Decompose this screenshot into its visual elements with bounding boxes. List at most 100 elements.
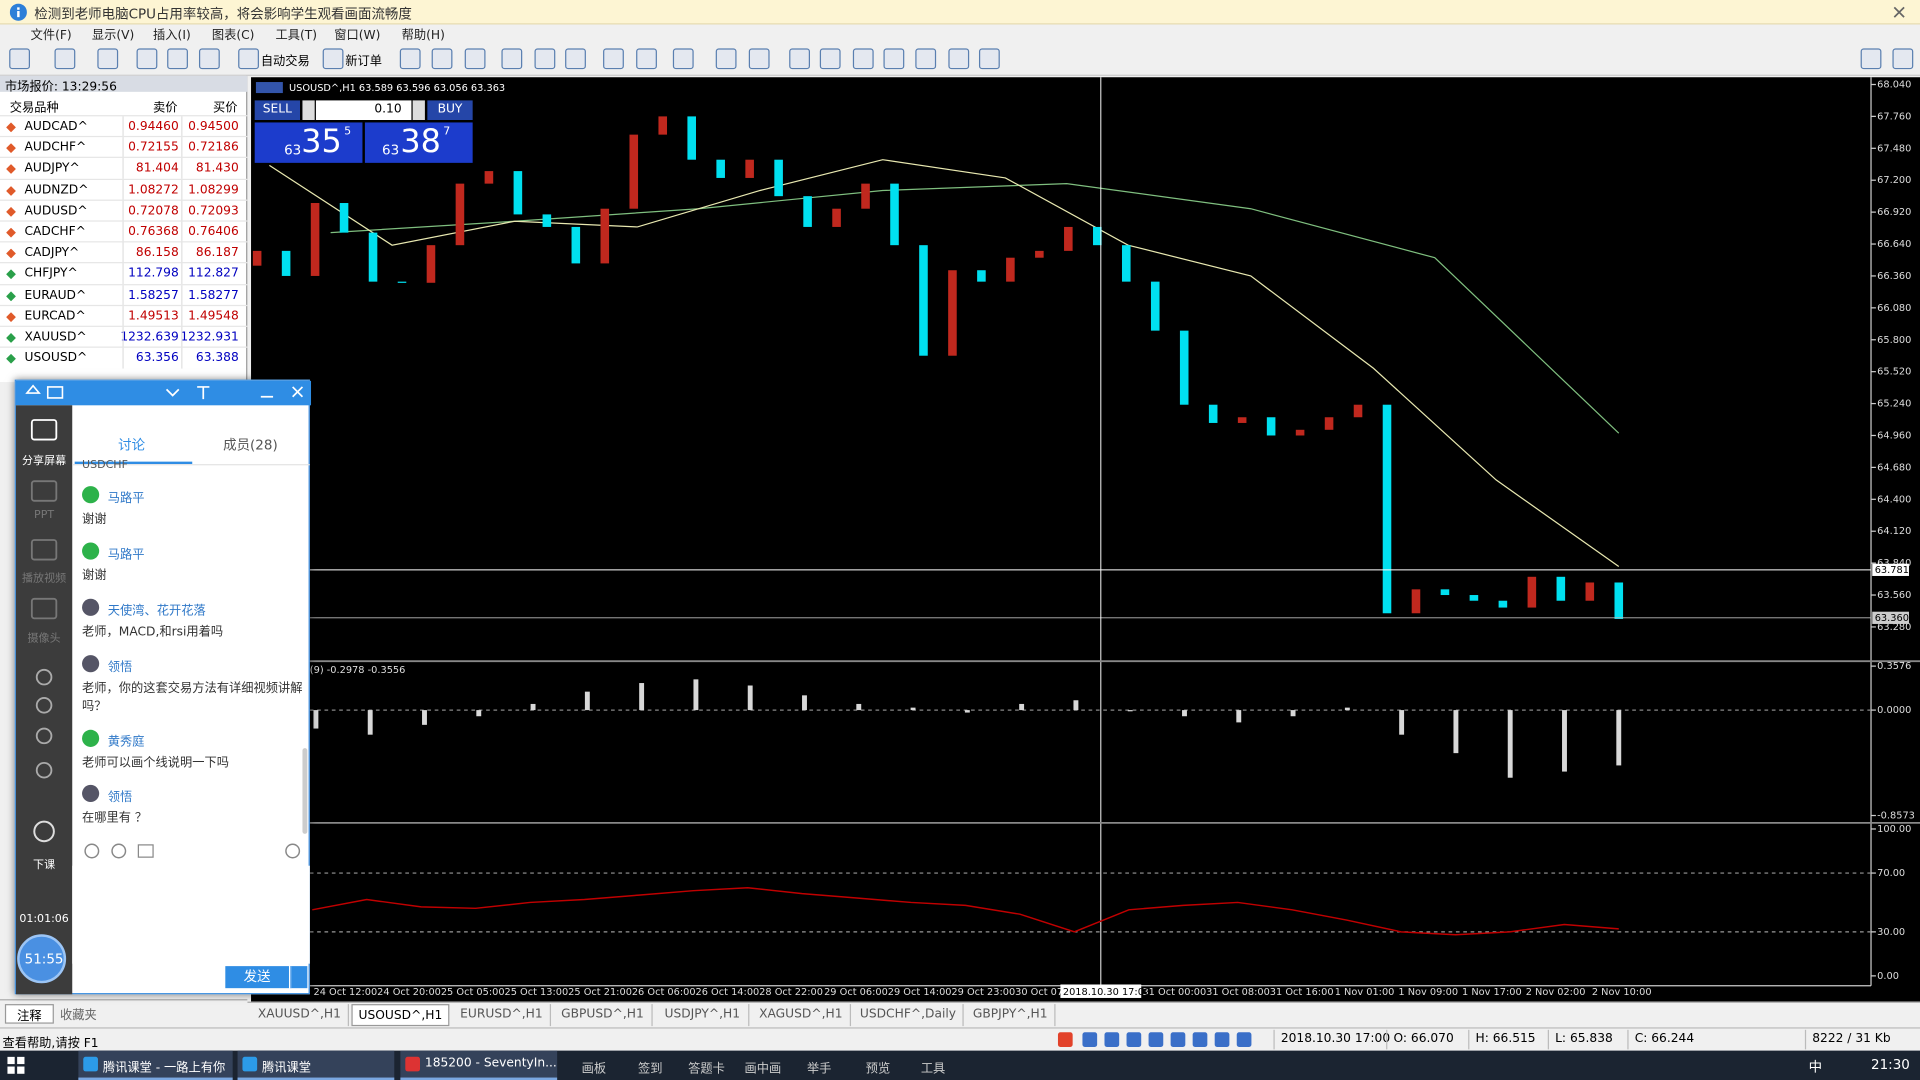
chart-tab[interactable]: XAGUSD^,H1 [752, 1004, 852, 1027]
sidebar-label[interactable]: 下课 [33, 859, 56, 872]
chart-tab[interactable]: USDJPY^,H1 [656, 1004, 750, 1027]
menu-item[interactable]: 工具(T) [275, 29, 318, 43]
lot-input[interactable]: 0.10 [315, 100, 412, 120]
auto-trade-button[interactable]: 自动交易 [260, 55, 310, 69]
direction-icon [6, 164, 16, 175]
chart-tab[interactable]: EURUSD^,H1 [453, 1004, 552, 1027]
direction-icon [6, 290, 16, 301]
taskbar-app[interactable]: 腾讯课堂 - 一路上有你 [78, 1050, 233, 1080]
new-order-button[interactable]: 新订单 [345, 55, 383, 69]
chart-tab[interactable]: XAUUSD^,H1 [251, 1004, 349, 1027]
candle [1150, 281, 1160, 331]
buy-button[interactable]: BUY [427, 100, 473, 120]
taskbar-app[interactable]: 腾讯课堂 [237, 1050, 395, 1080]
chart-tab[interactable]: GBPUSD^,H1 [553, 1004, 653, 1027]
sidebar-label[interactable]: 分享屏幕 [22, 455, 67, 468]
symbol: AUDUSD^ [24, 204, 88, 218]
market-row[interactable]: AUDNZD^ 1.08272 1.08299 [0, 178, 248, 201]
candle [1064, 226, 1073, 251]
macd-bar [910, 707, 916, 711]
chart-tab[interactable]: USOUSD^,H1 [351, 1004, 450, 1027]
sidebar-label[interactable]: 播放视频 [22, 573, 67, 586]
market-row[interactable]: EURCAD^ 1.49513 1.49548 [0, 304, 248, 327]
chart-tab[interactable]: USDCHF^,Daily [853, 1004, 964, 1027]
class-tool[interactable]: 举手 [806, 1062, 832, 1077]
sender-name[interactable]: 黄秀庭 [107, 735, 145, 750]
market-row[interactable]: AUDCHF^ 0.72155 0.72186 [0, 136, 248, 159]
market-row[interactable]: AUDJPY^ 81.404 81.430 [0, 157, 248, 180]
bottom-tab[interactable]: 注释 [4, 1004, 54, 1024]
market-row[interactable]: CADJPY^ 86.158 86.187 [0, 241, 248, 264]
ime-indicator[interactable]: 中 [1808, 1059, 1823, 1076]
class-tool[interactable]: 画中画 [744, 1062, 782, 1077]
menu-item[interactable]: 文件(F) [30, 29, 72, 43]
lot-up[interactable] [412, 100, 425, 120]
start-glyph [17, 1056, 25, 1065]
menu-item[interactable]: 插入(I) [153, 29, 191, 43]
candle [977, 270, 986, 282]
sell-button[interactable]: SELL [254, 100, 300, 120]
market-row[interactable]: AUDUSD^ 0.72078 0.72093 [0, 199, 248, 222]
notice-close[interactable] [1893, 6, 1905, 18]
menu-item[interactable]: 图表(C) [211, 29, 255, 43]
direction-glyph [6, 354, 16, 364]
macd-bar [747, 685, 753, 711]
chat-tab[interactable]: 成员(28) [223, 437, 278, 454]
time-label: 29 Oct 14:00 [888, 987, 952, 998]
bid: 86.158 [135, 246, 179, 260]
chart-background [251, 77, 1920, 1002]
direction-glyph [6, 248, 16, 259]
direction-icon [6, 333, 16, 343]
app-title: 腾讯课堂 - 一路上有你 [102, 1061, 226, 1076]
bottom-tab[interactable]: 收藏夹 [60, 1008, 97, 1023]
candle [339, 203, 349, 233]
sidebar-label[interactable]: PPT [34, 509, 55, 522]
time-label: 2 Nov 10:00 [1592, 987, 1652, 998]
buy-price[interactable]: 63 38 7 [364, 122, 473, 163]
sender-name[interactable]: 领悟 [107, 661, 133, 675]
taskbar-app[interactable]: 185200 - SeventyIn... [400, 1050, 558, 1080]
market-row[interactable]: USOUSD^ 63.356 63.388 [0, 346, 248, 369]
sender-name[interactable]: 领悟 [107, 791, 133, 805]
class-tool[interactable]: 画板 [581, 1062, 607, 1077]
market-row[interactable]: EURAUD^ 1.58257 1.58277 [0, 283, 248, 306]
chat-tab[interactable]: 讨论 [118, 437, 146, 454]
candle [948, 270, 957, 356]
sell-price[interactable]: 63 35 5 [254, 122, 363, 163]
send-button[interactable]: 发送 [225, 966, 289, 989]
y-tick-label: 64.960 [1877, 430, 1911, 441]
class-tool[interactable]: 预览 [865, 1062, 891, 1077]
avatar [82, 729, 100, 747]
class-tool[interactable]: 工具 [920, 1062, 946, 1077]
class-tool[interactable]: 签到 [637, 1062, 663, 1077]
class-tool[interactable]: 答题卡 [688, 1062, 725, 1077]
sender-name[interactable]: 马路平 [107, 492, 145, 506]
sender-name[interactable]: 天使湾、花开花落 [107, 604, 206, 619]
candle [1324, 417, 1334, 430]
chart-header: USOUSD^,H1 63.589 63.596 63.056 63.363 [289, 83, 505, 94]
sender-name[interactable]: 马路平 [107, 548, 145, 563]
app-icon [405, 1056, 420, 1072]
macd-bar [693, 679, 699, 711]
market-row[interactable]: XAUUSD^ 1232.639 1232.931 [0, 325, 248, 348]
market-row[interactable]: CADCHF^ 0.76368 0.76406 [0, 220, 248, 243]
chart-tab[interactable]: GBPJPY^,H1 [966, 1004, 1056, 1027]
start-button[interactable] [7, 1056, 25, 1074]
price-big: 35 [301, 123, 342, 161]
send-options[interactable] [290, 966, 308, 989]
info-icon [9, 3, 27, 21]
direction-icon [6, 227, 16, 238]
market-row[interactable]: CHFJPY^ 112.798 112.827 [0, 262, 248, 285]
market-row[interactable]: AUDCAD^ 0.94460 0.94500 [0, 115, 248, 138]
menu-item[interactable]: 显示(V) [91, 29, 135, 43]
candle [1527, 576, 1537, 608]
sidebar-label[interactable]: 摄像头 [27, 633, 61, 646]
menu-item[interactable]: 窗口(W) [334, 29, 381, 43]
symbol: CADJPY^ [24, 246, 80, 260]
clock: 21:30 [1871, 1056, 1910, 1073]
column-divider [181, 179, 183, 201]
message-text: 老师可以画个线说明一下吗 [82, 756, 229, 771]
menu-item[interactable]: 帮助(H) [401, 29, 445, 43]
lot-down[interactable] [302, 100, 315, 120]
